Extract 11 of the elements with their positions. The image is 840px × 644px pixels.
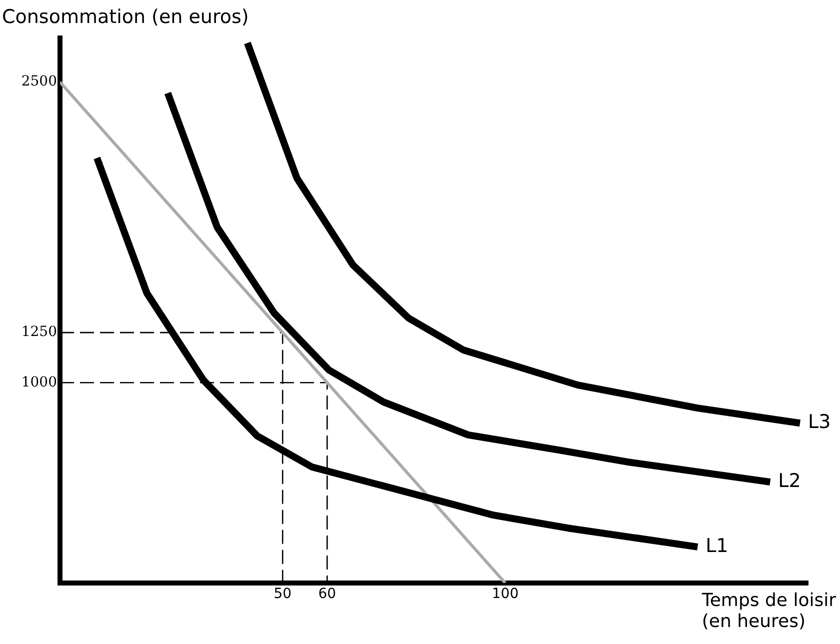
x-tick-label: 60: [318, 586, 336, 602]
y-tick-label: 1000: [21, 374, 57, 390]
x-tick-label: 100: [492, 586, 519, 602]
series-label: L3: [808, 411, 831, 434]
y-axis-title: Consommation (en euros): [2, 6, 249, 28]
series-label: L2: [778, 470, 801, 492]
series-label: L1: [706, 534, 728, 557]
y-tick-label: 1250: [21, 324, 57, 340]
x-axis-title: Temps de loisir (en heures): [702, 590, 836, 632]
x-tick-label: 50: [274, 586, 292, 602]
y-tick-label: 2500: [21, 74, 57, 90]
